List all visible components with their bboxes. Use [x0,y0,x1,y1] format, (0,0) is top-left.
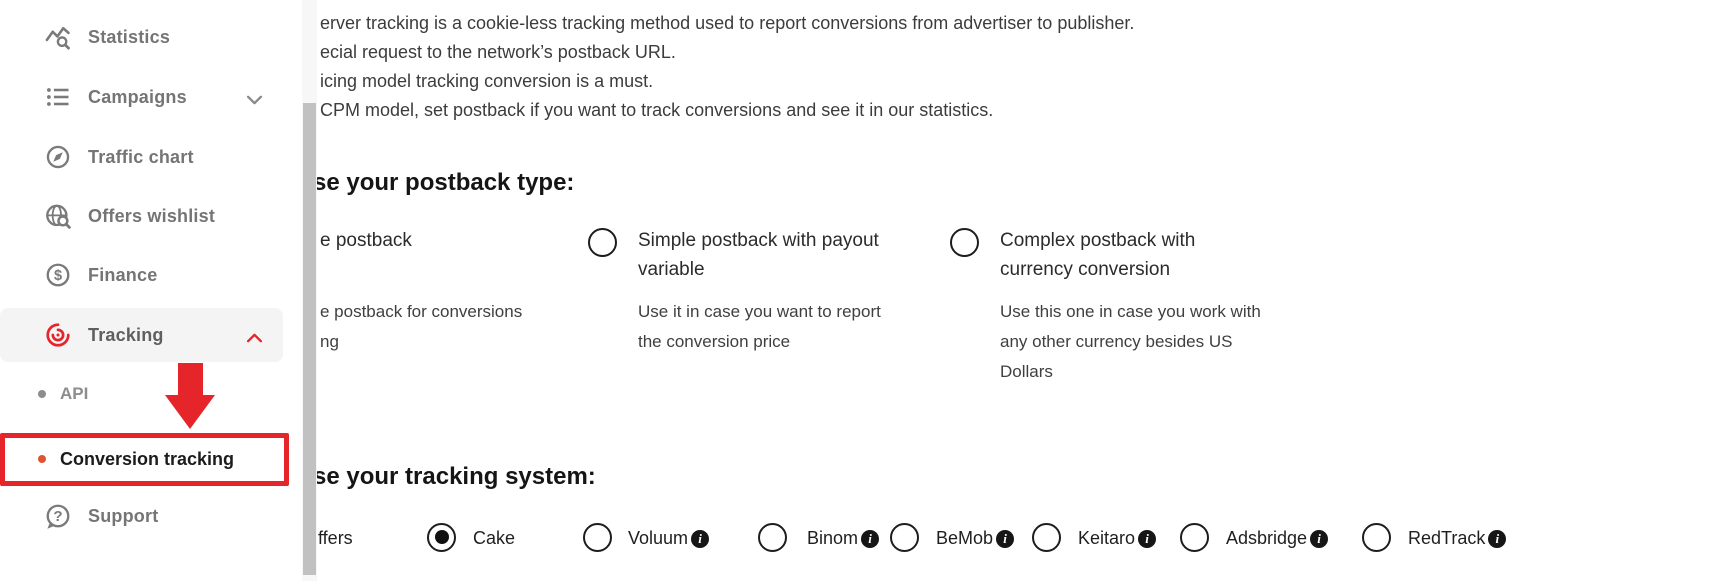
scrollbar-thumb[interactable] [303,103,316,575]
svg-text:?: ? [53,508,62,525]
postback-option-payout-desc-1: Use it in case you want to report [638,302,881,321]
chevron-down-icon[interactable] [246,92,263,110]
tracking-system-keitaro-radio[interactable] [1032,523,1061,552]
tracking-system-adsbridge-radio[interactable] [1180,523,1209,552]
info-icon[interactable]: i [1488,529,1507,548]
tracking-system-voluum-label[interactable]: Voluum i [628,528,710,549]
tracking-system-keitaro-label[interactable]: Keitaro i [1078,528,1157,549]
list-icon [44,83,72,111]
chevron-up-icon[interactable] [246,330,263,348]
sidebar-item-label: Traffic chart [88,146,194,167]
tracking-system-cake-radio[interactable] [427,523,456,552]
postback-option-payout-label-2[interactable]: variable [638,259,705,280]
tracking-system-bemob-radio[interactable] [890,523,919,552]
postback-option-complex-desc-3: Dollars [1000,362,1053,381]
tracking-system-binom-radio[interactable] [758,523,787,552]
tracking-system-voluum-radio[interactable] [583,523,612,552]
tracking-system-keitaro-text: Keitaro [1078,528,1136,548]
sidebar-item-statistics[interactable]: Statistics [0,17,302,57]
help-circle-icon: ? [44,502,72,530]
svg-text:$: $ [54,268,62,284]
intro-line-4: CPM model, set postback if you want to t… [320,100,994,120]
postback-option-complex-label-1[interactable]: Complex postback with [1000,230,1196,251]
info-icon[interactable]: i [1138,529,1157,548]
tracking-vortex-icon [44,321,72,349]
postback-complex-radio[interactable] [950,228,979,257]
sidebar-item-label: Tracking [88,324,164,345]
postback-option-complex-label-2[interactable]: currency conversion [1000,259,1171,280]
sidebar-item-tracking[interactable]: Tracking [0,308,283,362]
sidebar-item-label: Offers wishlist [88,205,216,226]
dollar-circle-icon: $ [44,261,72,289]
sidebar-item-api[interactable]: API [0,376,302,412]
compass-icon [44,143,72,171]
sidebar-item-label: Support [88,505,159,526]
sidebar-item-label: Campaigns [88,86,187,107]
intro-line-1: erver tracking is a cookie-less tracking… [320,13,1135,33]
tracking-system-adsbridge-text: Adsbridge [1226,528,1308,548]
postback-option-complex-desc-1: Use this one in case you work with [1000,302,1261,321]
sidebar-item-conversion-tracking[interactable]: Conversion tracking [0,441,302,477]
sidebar-item-offers-wishlist[interactable]: Offers wishlist [0,196,302,236]
intro-line-3: icing model tracking conversion is a mus… [320,71,654,91]
postback-option-simple-desc-1: e postback for conversions [320,302,523,321]
tracking-system-adsbridge-label[interactable]: Adsbridge i [1226,528,1329,549]
tracking-system-redtrack-text: RedTrack [1408,528,1486,548]
red-arrow-annotation [178,363,203,396]
intro-line-2: ecial request to the network’s postback … [320,42,676,62]
postback-option-simple-label[interactable]: e postback [320,230,412,251]
bullet-icon [38,455,46,463]
sidebar-item-label: Conversion tracking [60,448,235,469]
postback-option-payout-label-1[interactable]: Simple postback with payout [638,230,879,251]
sidebar-item-finance[interactable]: $ Finance [0,255,302,295]
tracking-system-heading: se your tracking system: [313,463,596,490]
info-icon[interactable]: i [691,529,710,548]
red-arrow-head [165,395,215,429]
tracking-system-binom-label[interactable]: Binom i [807,528,880,549]
tracking-system-redtrack-radio[interactable] [1362,523,1391,552]
postback-option-simple-desc-2: ng [320,332,339,351]
sidebar-item-support[interactable]: ? Support [0,496,302,536]
tracking-system-redtrack-label[interactable]: RedTrack i [1408,528,1507,549]
postback-payout-radio[interactable] [588,228,617,257]
globe-search-icon [44,202,72,230]
tracking-system-binom-text: Binom [807,528,859,548]
sidebar: Statistics Campaigns Traffic chart Offer… [0,0,302,581]
sidebar-item-traffic-chart[interactable]: Traffic chart [0,137,302,177]
tracking-system-cake-label[interactable]: Cake [473,528,516,548]
info-icon[interactable]: i [1310,529,1329,548]
sidebar-item-label: Finance [88,264,158,285]
sidebar-item-label: API [60,384,89,403]
stats-search-icon [44,23,72,51]
bullet-icon [38,390,46,398]
info-icon[interactable]: i [861,529,880,548]
tracking-system-bemob-text: BeMob [936,528,994,548]
sidebar-item-campaigns[interactable]: Campaigns [0,77,302,117]
postback-type-heading: se your postback type: [313,169,575,196]
postback-option-complex-desc-2: any other currency besides US [1000,332,1233,351]
tracking-system-offers-label[interactable]: ffers [318,528,353,548]
sidebar-item-label: Statistics [88,26,171,47]
postback-option-payout-desc-2: the conversion price [638,332,791,351]
tracking-system-voluum-text: Voluum [628,528,689,548]
info-icon[interactable]: i [996,529,1015,548]
sidebar-scrollbar[interactable] [302,0,317,581]
tracking-system-bemob-label[interactable]: BeMob i [936,528,1015,549]
